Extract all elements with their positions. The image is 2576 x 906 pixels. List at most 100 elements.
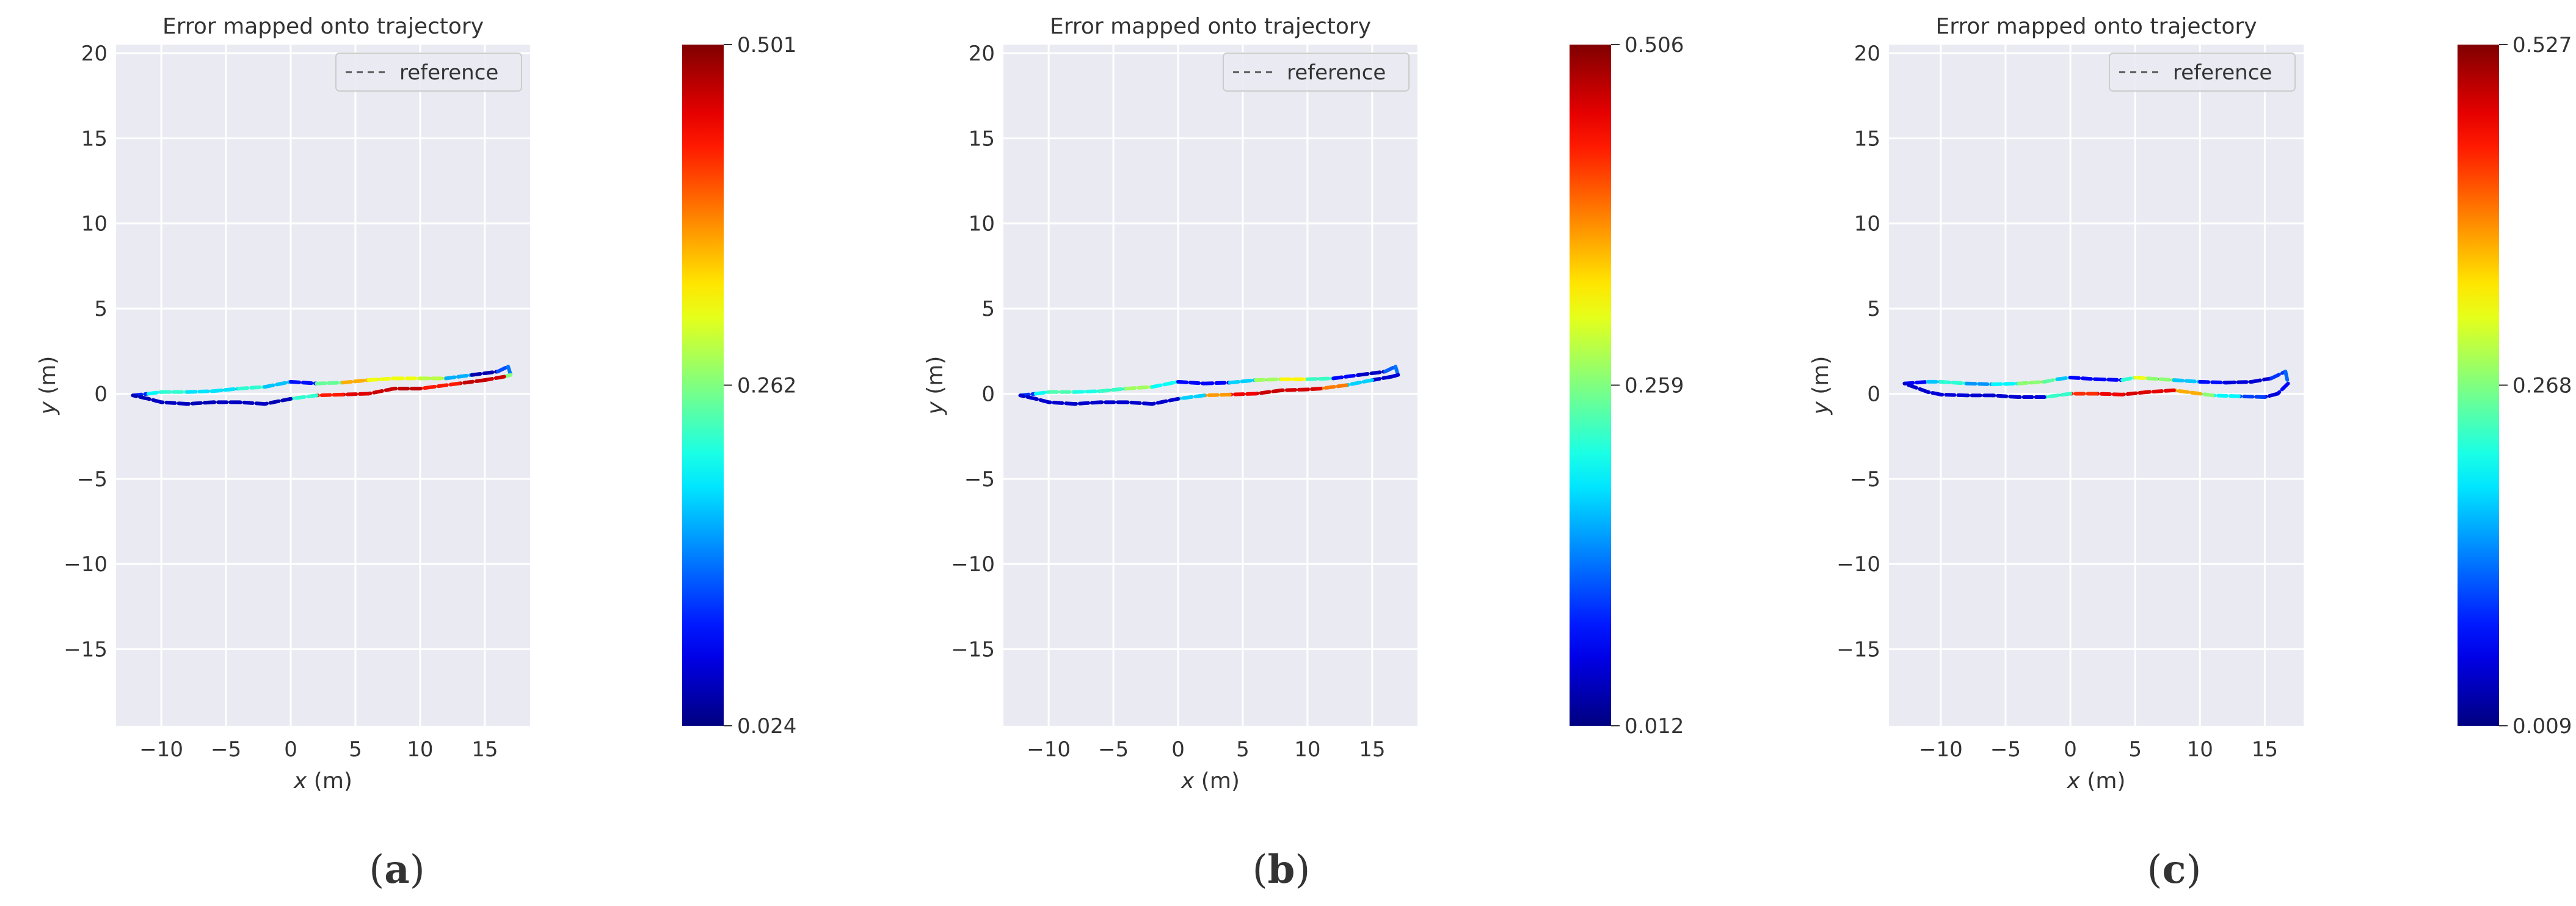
trajectory-segment [263, 396, 293, 406]
y-tick-label: 10 [81, 212, 107, 236]
trajectory-segment [2094, 377, 2124, 382]
trajectory-segment [1033, 396, 1051, 404]
y-tick-label: 0 [94, 382, 107, 406]
trajectory-segment [2250, 376, 2273, 384]
y-tick-label: 20 [81, 42, 107, 66]
y-tick-label: 5 [1867, 297, 1880, 321]
x-tick-label: 10 [407, 737, 433, 762]
trajectory-segment [2068, 375, 2098, 381]
trajectory-segment [146, 396, 164, 404]
y-tick-label: −10 [951, 552, 995, 577]
panel-caption: (a) [369, 847, 424, 893]
trajectory-segment [1331, 373, 1361, 381]
trajectory-segment [185, 389, 215, 394]
chart-title: Error mapped onto trajectory [1050, 14, 1371, 39]
trajectory-segment [1033, 390, 1051, 396]
trajectory-segment [2146, 388, 2176, 394]
x-tick-label: 5 [349, 737, 362, 762]
trajectory-segment [2269, 370, 2288, 381]
y-tick-label: 0 [1867, 382, 1880, 406]
y-tick-label: 10 [969, 212, 995, 236]
x-tick-label: 0 [1171, 737, 1185, 762]
trajectory-segment [340, 378, 371, 385]
trajectory-segment [1018, 393, 1038, 401]
trajectory-segment [1383, 364, 1397, 374]
x-tick-label: 5 [1236, 737, 1250, 762]
trajectory-segment [159, 400, 189, 406]
trajectory-segment [444, 373, 474, 381]
trajectory-segment [1254, 377, 1284, 382]
colorbar-tick-label: 0.501 [737, 33, 796, 57]
x-tick-label: 10 [1294, 737, 1320, 762]
trajectory-segment [457, 378, 487, 385]
panel-caption: (c) [2147, 847, 2202, 893]
trajectory-segment [1344, 378, 1374, 387]
y-tick-label: −15 [64, 638, 107, 662]
trajectory-segment [1072, 400, 1102, 406]
trajectory-segment [2211, 393, 2241, 398]
x-tick-label: −5 [1990, 737, 2021, 762]
trajectory-segment [2042, 377, 2059, 384]
trajectory-segment [2017, 379, 2047, 385]
plot-area [1889, 45, 2304, 726]
trajectory-segment [366, 387, 396, 396]
plot-area [116, 45, 530, 726]
trajectory-segment [1319, 383, 1348, 391]
y-tick-label: 15 [81, 126, 107, 151]
x-axis-label: x (m) [293, 769, 352, 794]
trajectory-segment [289, 393, 319, 401]
trajectory-segment [1926, 390, 1943, 396]
y-tick-label: −10 [1836, 552, 1880, 577]
y-tick-label: 20 [1854, 42, 1880, 66]
trajectory-segment [340, 392, 371, 396]
trajectory-segment [431, 381, 461, 389]
y-tick-label: −5 [77, 467, 107, 492]
x-tick-label: 0 [2064, 737, 2077, 762]
colorbar-tick-label: 0.506 [1625, 33, 1684, 57]
x-tick-label: 15 [471, 737, 498, 762]
trajectory-segment [482, 374, 506, 382]
legend-label: reference [399, 60, 498, 85]
trajectory-segment [185, 400, 215, 406]
trajectory-segment [1047, 400, 1077, 406]
trajectory-segment [2042, 392, 2073, 400]
chart-title: Error mapped onto trajectory [1935, 14, 2257, 39]
trajectory-segment [146, 390, 164, 396]
chart-panel-a: −10 −5 0 5 10 15 −15 −10 −5 0 5 10 15 20 Error mapped … [35, 14, 796, 893]
trajectory-segment [1228, 392, 1258, 396]
trajectory-segment [2146, 376, 2176, 382]
trajectory-segment [1902, 381, 1930, 394]
x-tick-label: 0 [284, 737, 297, 762]
colorbar-tick-label: 0.268 [2512, 374, 2572, 398]
trajectory-segment [1370, 374, 1394, 382]
legend-box [2109, 53, 2296, 92]
y-tick-label: 20 [969, 42, 995, 66]
trajectory-segment [1254, 388, 1284, 396]
trajectory-segment [263, 379, 293, 389]
trajectory-segment [2094, 392, 2124, 396]
trajectory-segment [1228, 378, 1258, 385]
trajectory-segment [1176, 379, 1206, 385]
trajectory-segment [1990, 393, 2021, 400]
x-tick-label: −10 [1919, 737, 1963, 762]
trajectory-segment [496, 364, 510, 374]
trajectory-segment [470, 370, 500, 377]
trajectory-segment [237, 385, 267, 391]
x-tick-label: −5 [1098, 737, 1129, 762]
colorbar-tick-label: 0.009 [2512, 714, 2572, 739]
trajectory-segment [1098, 387, 1129, 393]
x-tick-label: 10 [2187, 737, 2213, 762]
panel-caption: (b) [1253, 847, 1311, 893]
y-axis-label: y (m) [923, 356, 948, 415]
y-tick-label: 5 [981, 297, 995, 321]
trajectory-segment [418, 385, 435, 391]
trajectory-segment [2120, 390, 2150, 396]
y-tick-label: 0 [981, 382, 995, 406]
trajectory-segment [1176, 393, 1206, 401]
trajectory-segment [1305, 376, 1336, 381]
legend-box [1223, 53, 1410, 92]
colorbar [2458, 45, 2499, 726]
trajectory-segment [237, 400, 267, 406]
trajectory-segment [211, 387, 241, 393]
